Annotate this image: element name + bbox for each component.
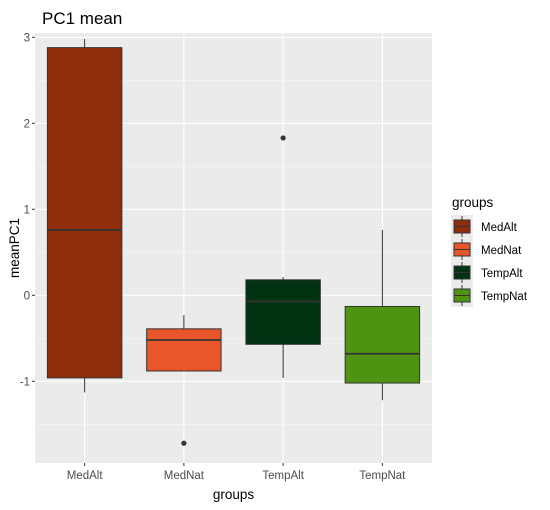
- outlier-point: [281, 135, 286, 140]
- y-tick-label: 3: [24, 32, 30, 44]
- y-tick-label: -1: [20, 376, 30, 388]
- x-axis: MedAlt MedNat TempAlt TempNat: [67, 463, 406, 482]
- legend-title: groups: [452, 195, 494, 210]
- y-tick-label: 0: [24, 290, 30, 302]
- x-tick-label: MedAlt: [67, 470, 104, 482]
- legend: groups MedAlt MedNat TempAlt TempNat: [451, 195, 528, 307]
- y-tick-label: 2: [24, 118, 30, 130]
- box-iqr: [246, 280, 320, 345]
- box-iqr: [345, 306, 419, 383]
- legend-label: MedAlt: [481, 222, 518, 234]
- x-tick-label: MedNat: [164, 470, 205, 482]
- box-iqr: [47, 48, 121, 378]
- y-tick-label: 1: [24, 204, 30, 216]
- legend-item: TempAlt: [451, 261, 523, 284]
- x-tick-label: TempAlt: [262, 470, 304, 482]
- x-axis-title: groups: [213, 487, 255, 502]
- x-tick-label: TempNat: [359, 470, 406, 482]
- legend-label: TempNat: [481, 291, 528, 303]
- y-axis: -1 0 1 2 3: [20, 32, 35, 388]
- legend-item: TempNat: [451, 284, 528, 307]
- chart-title: PC1 mean: [42, 9, 122, 28]
- legend-label: MedNat: [481, 245, 522, 257]
- outlier-point: [181, 441, 186, 446]
- y-axis-title: meanPC1: [7, 218, 22, 278]
- legend-item: MedAlt: [451, 215, 518, 238]
- box-iqr: [147, 329, 221, 371]
- legend-label: TempAlt: [481, 268, 523, 280]
- legend-item: MedNat: [451, 238, 522, 261]
- box-medalt: [47, 39, 121, 392]
